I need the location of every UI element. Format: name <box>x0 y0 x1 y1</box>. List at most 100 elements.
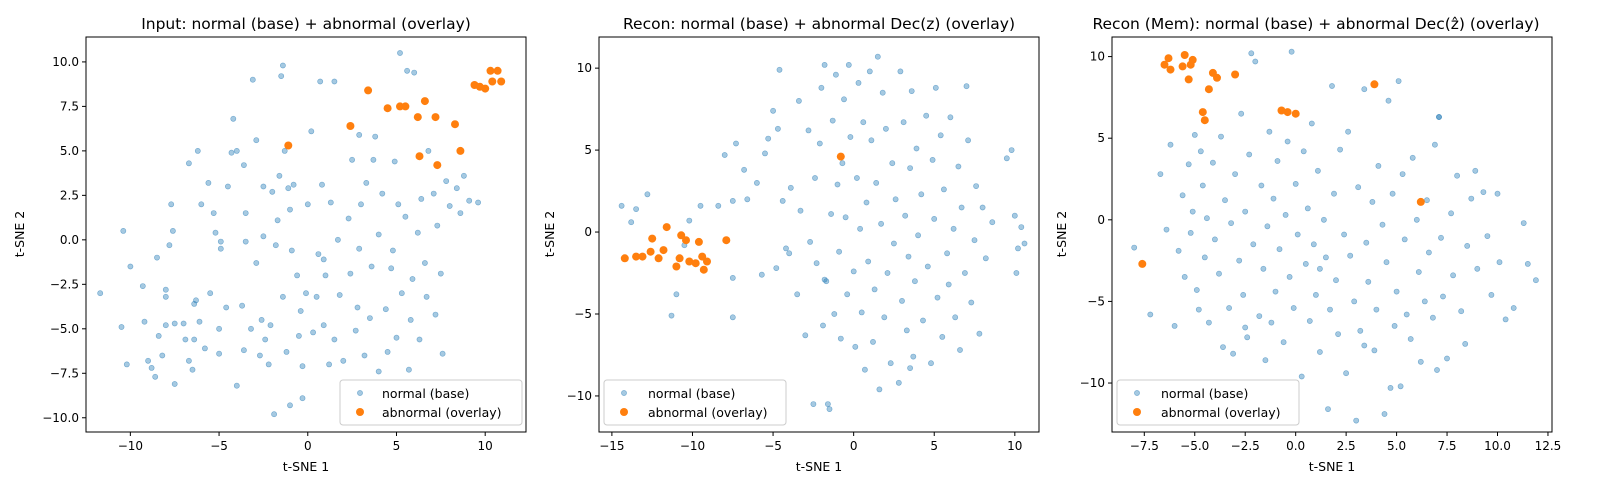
point-abnormal <box>433 161 442 170</box>
point-abnormal <box>493 66 502 75</box>
point-normal <box>303 290 309 297</box>
x-tick-label: 12.5 <box>1535 439 1562 453</box>
point-normal <box>1484 233 1491 239</box>
point-normal <box>281 147 288 154</box>
legend <box>1116 379 1300 426</box>
point-normal <box>1524 260 1531 267</box>
point-normal <box>1197 148 1204 155</box>
point-normal <box>352 327 359 334</box>
point-normal <box>805 127 812 134</box>
point-normal <box>1193 287 1200 293</box>
point-normal <box>905 253 912 260</box>
point-normal <box>1510 305 1517 311</box>
point-abnormal <box>346 122 355 130</box>
y-tick-label: −5 <box>1087 294 1105 308</box>
point-normal <box>721 152 728 158</box>
point-normal <box>779 197 786 204</box>
point-normal <box>425 147 432 154</box>
point-normal <box>370 156 377 163</box>
point-normal <box>168 201 175 208</box>
axes-frame <box>598 36 1040 433</box>
point-normal <box>829 117 836 124</box>
point-normal <box>1011 212 1018 219</box>
point-normal <box>1220 344 1226 350</box>
point-normal <box>1343 370 1349 377</box>
point-normal <box>1345 128 1351 135</box>
y-axis-label: t-SNE 2 <box>1054 211 1069 258</box>
point-normal <box>900 119 907 126</box>
point-normal <box>952 314 959 321</box>
point-normal <box>1395 78 1402 84</box>
point-abnormal <box>413 113 422 122</box>
point-normal <box>1185 161 1192 168</box>
point-normal <box>205 179 212 186</box>
point-normal <box>230 115 237 122</box>
point-normal <box>159 352 166 359</box>
point-normal <box>240 162 247 168</box>
point-normal <box>891 240 897 247</box>
y-tick-label: 10 <box>577 61 592 75</box>
point-normal <box>863 199 870 206</box>
point-normal <box>1240 291 1247 298</box>
point-normal <box>1474 265 1481 272</box>
point-normal <box>358 201 364 208</box>
point-normal <box>776 66 783 73</box>
point-normal <box>320 322 327 329</box>
point-normal <box>327 199 334 206</box>
point-normal <box>1236 257 1243 264</box>
point-normal <box>283 348 290 355</box>
point-abnormal <box>1231 70 1240 79</box>
point-normal <box>902 212 909 219</box>
point-normal <box>1204 215 1210 222</box>
chart-title: Input: normal (base) + abnormal (overlay… <box>141 15 471 33</box>
point-normal <box>878 220 884 227</box>
point-normal <box>421 260 428 266</box>
point-normal <box>1264 223 1271 230</box>
point-normal <box>1167 141 1174 148</box>
point-normal <box>1250 241 1257 248</box>
point-abnormal <box>672 262 681 271</box>
x-tick-label: −5.0 <box>1180 439 1209 453</box>
point-normal <box>423 293 430 300</box>
plot-area <box>1112 37 1552 432</box>
point-normal <box>1276 246 1283 253</box>
y-tick-label: 5 <box>584 143 592 157</box>
point-normal <box>120 227 127 234</box>
point-normal <box>267 322 274 329</box>
point-normal <box>1210 159 1216 166</box>
x-tick-label: 0 <box>304 439 312 453</box>
point-normal <box>762 150 768 157</box>
point-normal <box>1021 240 1028 247</box>
point-abnormal <box>364 86 373 95</box>
point-normal <box>1008 147 1015 153</box>
point-normal <box>1323 254 1329 261</box>
point-normal <box>223 304 230 311</box>
point-abnormal <box>662 223 671 232</box>
point-normal <box>1448 210 1454 217</box>
point-normal <box>957 347 963 353</box>
point-normal <box>432 311 439 318</box>
point-normal <box>1189 208 1196 215</box>
point-abnormal <box>1164 54 1173 63</box>
x-tick-label: −7.5 <box>1130 439 1159 453</box>
point-abnormal <box>486 66 495 75</box>
point-normal <box>189 366 196 373</box>
point-normal <box>439 350 446 357</box>
point-normal <box>1407 336 1414 342</box>
point-normal <box>368 263 375 270</box>
point-normal <box>1440 293 1446 300</box>
point-normal <box>272 242 279 249</box>
point-normal <box>1280 339 1287 346</box>
point-normal <box>834 181 841 188</box>
point-abnormal <box>638 252 647 261</box>
point-normal <box>965 137 971 144</box>
point-abnormal <box>1188 55 1197 64</box>
x-tick-label: −5 <box>210 439 228 453</box>
point-normal <box>411 69 418 76</box>
point-normal <box>913 145 920 152</box>
point-normal <box>907 365 913 371</box>
legend <box>603 379 787 426</box>
point-abnormal <box>677 231 686 240</box>
point-normal <box>907 165 913 171</box>
point-normal <box>228 149 235 156</box>
